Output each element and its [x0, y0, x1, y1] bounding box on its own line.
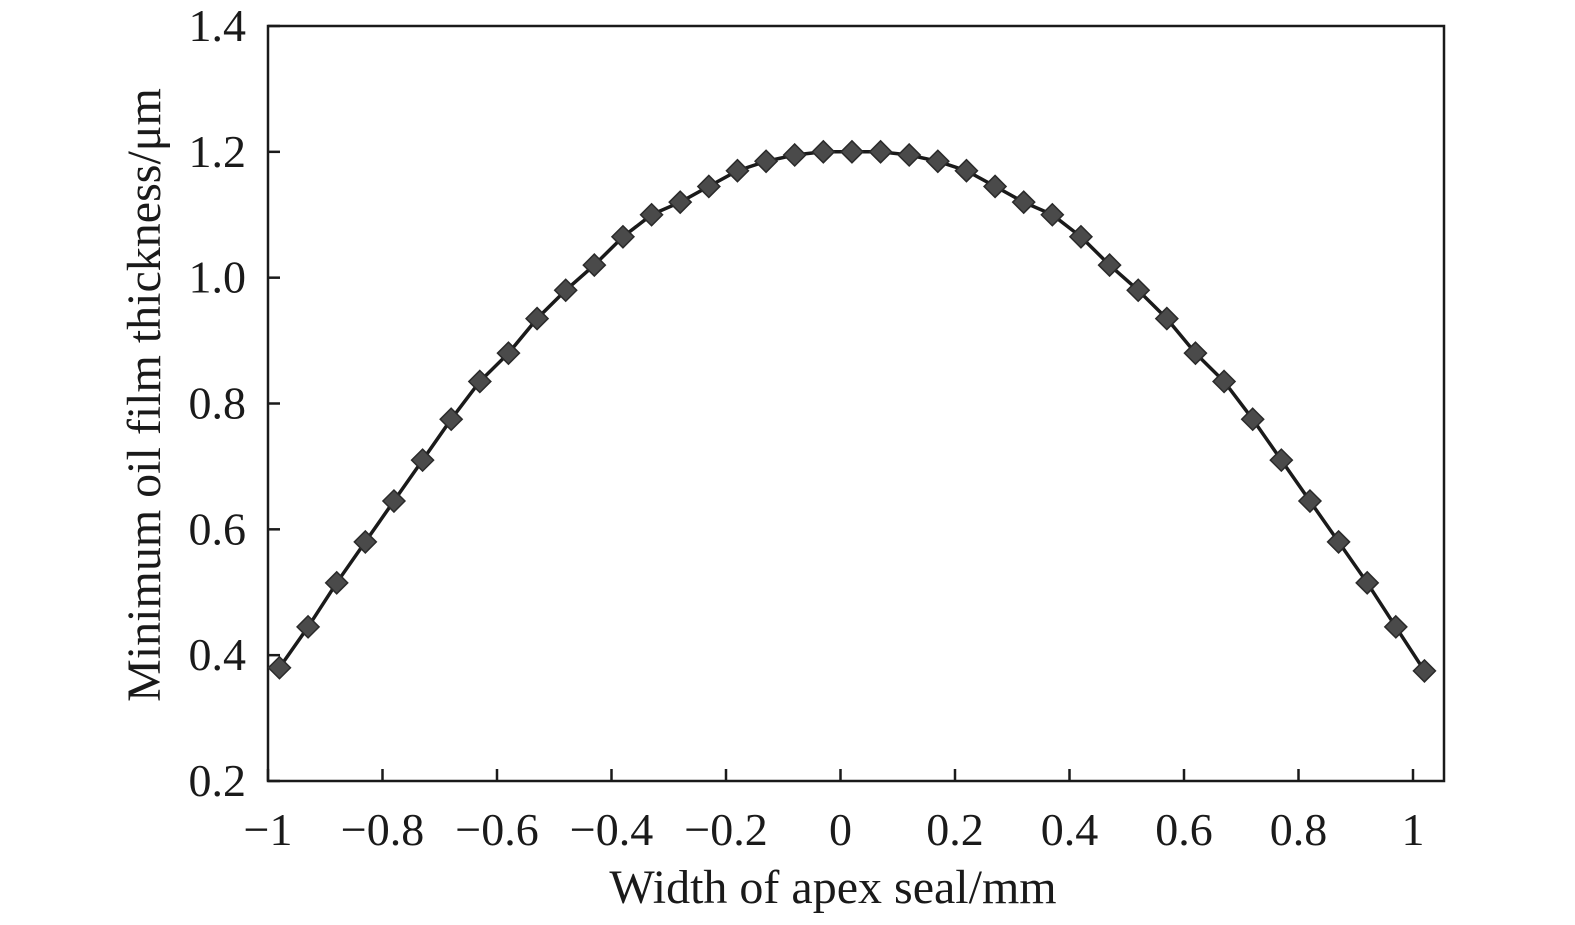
data-point-marker — [1326, 529, 1351, 554]
data-point-marker — [1297, 488, 1323, 514]
data-point-marker — [467, 369, 492, 394]
x-tick-label: 0.8 — [1270, 804, 1328, 855]
y-tick-label: 1.0 — [189, 252, 247, 303]
y-tick-label: 0.6 — [189, 503, 247, 554]
data-point-marker — [381, 488, 407, 514]
y-tick-label: 0.2 — [189, 755, 247, 806]
data-point-marker — [439, 407, 464, 432]
x-tick-label: 0.6 — [1155, 804, 1213, 855]
y-tick-label: 0.4 — [189, 629, 247, 680]
x-tick-label: −1 — [244, 804, 293, 855]
plot-frame — [266, 24, 1446, 783]
x-tick-label: 0.2 — [926, 804, 984, 855]
x-tick-label: −0.2 — [684, 804, 767, 855]
y-tick-label: 1.2 — [189, 126, 247, 177]
x-tick-label: 0 — [829, 804, 852, 855]
data-point-marker — [1355, 570, 1380, 595]
data-point-marker — [1240, 407, 1265, 432]
data-point-marker — [954, 158, 979, 183]
y-axis-ticks: 0.2 0.4 0.6 0.8 1.0 1.2 1.4 — [189, 0, 280, 806]
y-tick-label: 0.8 — [189, 378, 247, 429]
data-point-marker — [925, 149, 950, 174]
data-point-marker — [1212, 369, 1237, 394]
data-point-marker — [725, 158, 750, 183]
data-point-marker — [639, 202, 664, 227]
data-point-marker — [668, 190, 693, 215]
x-tick-label: 0.4 — [1041, 804, 1099, 855]
x-axis-ticks: −1 −0.8 −0.6 −0.4 −0.2 0 0.2 0.4 0.6 0.8 1 — [244, 769, 1425, 855]
data-point-marker — [410, 448, 435, 473]
data-point-marker — [782, 142, 807, 168]
data-point-marker — [553, 278, 578, 303]
series-markers — [267, 139, 1437, 683]
data-point-marker — [610, 224, 636, 249]
data-point-marker — [1068, 224, 1094, 249]
y-axis-title: Minimum oil film thickness/μm — [118, 88, 171, 702]
data-point-marker — [1269, 448, 1294, 473]
data-point-marker — [525, 306, 550, 331]
data-point-marker — [353, 529, 378, 554]
data-point-marker — [1154, 306, 1179, 331]
data-point-marker — [696, 174, 721, 199]
x-tick-label: −0.8 — [341, 804, 424, 855]
data-point-marker — [496, 341, 521, 366]
data-point-marker — [296, 614, 321, 639]
x-tick-label: −0.4 — [570, 804, 653, 855]
y-tick-label: 1.4 — [189, 0, 247, 51]
data-point-marker — [811, 139, 836, 164]
data-point-marker — [897, 142, 922, 168]
data-point-marker — [1097, 253, 1122, 278]
data-point-marker — [1383, 614, 1408, 639]
data-point-marker — [839, 139, 865, 164]
data-point-marker — [1040, 202, 1065, 227]
data-point-marker — [1183, 341, 1208, 366]
data-point-marker — [754, 149, 779, 174]
data-point-marker — [1412, 658, 1437, 683]
x-tick-label: 1 — [1402, 804, 1425, 855]
data-point-marker — [983, 174, 1008, 199]
data-point-marker — [868, 139, 893, 164]
x-axis-title: Width of apex seal/mm — [609, 861, 1056, 914]
data-point-marker — [267, 655, 292, 680]
data-point-marker — [582, 253, 607, 278]
x-tick-label: −0.6 — [455, 804, 538, 855]
data-point-marker — [1011, 190, 1036, 215]
data-point-marker — [324, 570, 349, 595]
data-point-marker — [1126, 278, 1151, 303]
